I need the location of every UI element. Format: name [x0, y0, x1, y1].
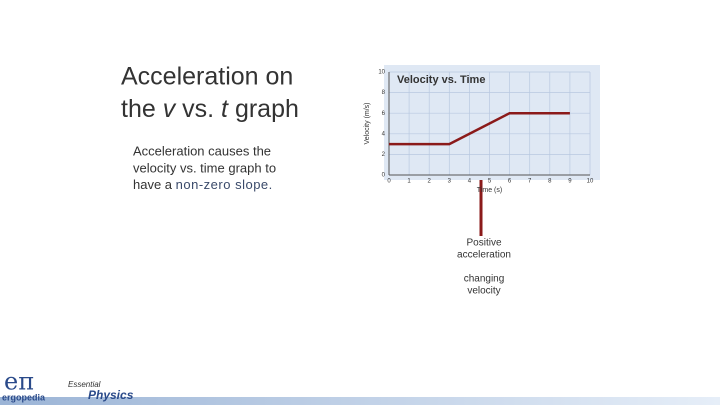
annotation: acceleration — [457, 250, 511, 261]
chart: 0 1 2 3 4 5 6 7 8 9 10 0 2 4 6 8 10 Velocity vs. Time Time… — [364, 70, 594, 194]
heading-part: t — [221, 95, 229, 123]
heading-part: graph — [228, 95, 299, 123]
x-tick-label: 4 — [468, 179, 472, 185]
series-top: Essential — [68, 380, 101, 389]
heading: Acceleration on — [121, 63, 293, 91]
body-part: non-zero slope. — [176, 177, 273, 192]
x-tick-label: 5 — [488, 179, 492, 185]
y-tick-label: 0 — [382, 173, 386, 179]
x-tick-label: 1 — [407, 179, 411, 185]
logo-symbol: eπ — [4, 368, 34, 396]
data-line — [389, 111, 570, 146]
logo-name: ergopedia — [2, 392, 46, 402]
y-tick-label: 6 — [382, 111, 386, 117]
heading-part: vs. — [175, 95, 221, 123]
heading-part: v — [163, 95, 177, 123]
y-tick-label: 4 — [382, 131, 386, 137]
annotation: changing — [464, 274, 505, 285]
body-part: have a — [133, 177, 176, 192]
heading-part: the — [121, 95, 163, 123]
x-tick-label: 2 — [428, 179, 432, 185]
chart-title: Velocity vs. Time — [397, 74, 485, 86]
x-tick-label: 6 — [508, 179, 512, 185]
x-tick-label: 10 — [587, 179, 594, 185]
y-tick-label: 10 — [378, 70, 385, 76]
x-tick-label: 3 — [448, 179, 452, 185]
annotation: velocity — [467, 286, 500, 297]
y-tick-label: 2 — [382, 152, 386, 158]
x-tick-label: 7 — [528, 179, 532, 185]
y-tick-label: 8 — [382, 90, 386, 96]
footer-band — [0, 397, 720, 405]
x-tick-label: 9 — [568, 179, 572, 185]
series-name: Physics — [88, 388, 134, 402]
x-axis-label: Time (s) — [477, 187, 502, 194]
x-tick-label: 0 — [387, 179, 391, 185]
heading: the v vs. t graph — [121, 95, 299, 123]
annotation: Positive — [466, 238, 501, 249]
y-axis-label: Velocity (m/s) — [364, 102, 371, 144]
x-tick-label: 8 — [548, 179, 552, 185]
body-text: have a non-zero slope. — [133, 177, 273, 192]
body-text: Acceleration causes the — [133, 143, 271, 158]
body-text: velocity vs. time graph to — [133, 160, 276, 175]
